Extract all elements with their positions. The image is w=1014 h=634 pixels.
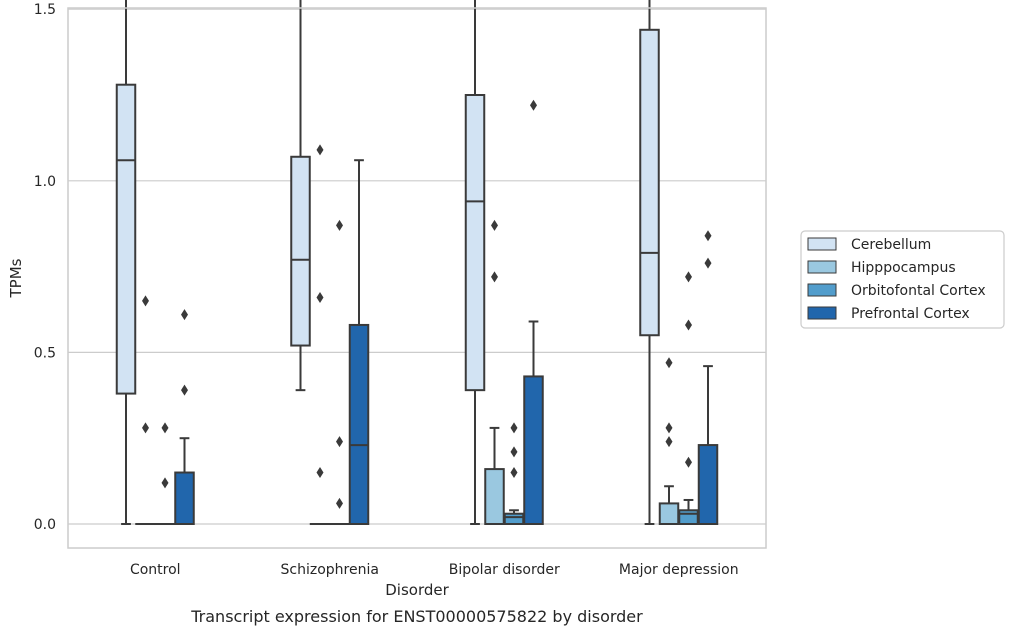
- box-hipppocampus: [309, 144, 331, 526]
- outlier-point: [491, 271, 498, 283]
- box-plots: [115, 0, 719, 526]
- box-iqr: [658, 502, 680, 525]
- outlier-point: [685, 319, 692, 331]
- outlier-point: [336, 219, 343, 231]
- outlier-point: [316, 467, 324, 479]
- plot-frame: [67, 7, 767, 549]
- box-iqr: [290, 155, 311, 347]
- box-prefrontal-cortex: [523, 99, 544, 526]
- box-iqr: [484, 468, 505, 526]
- outlier-point: [530, 99, 537, 111]
- outlier-point: [142, 422, 149, 434]
- box-cerebellum: [464, 0, 486, 525]
- legend-swatch: [807, 237, 837, 251]
- outlier-point: [665, 436, 673, 448]
- box-iqr: [503, 512, 525, 525]
- y-tick-label: 1.5: [34, 2, 56, 18]
- x-tick-label: Major depression: [619, 562, 739, 578]
- box-cerebellum: [290, 0, 311, 392]
- box-iqr: [523, 375, 544, 526]
- box-iqr: [115, 83, 137, 395]
- legend-label: Cerebellum: [851, 237, 931, 253]
- legend-label: Orbitofontal Cortex: [851, 283, 986, 299]
- outlier-point: [142, 295, 149, 307]
- box-iqr: [678, 509, 699, 526]
- x-tick-label: Control: [130, 562, 181, 578]
- legend-label: Hipppocampus: [851, 260, 956, 276]
- legend: Cerebellum Hipppocampus Orbitofontal Corte…: [800, 230, 1005, 329]
- box-iqr: [174, 471, 195, 525]
- x-tick-label: Bipolar disorder: [449, 562, 560, 578]
- box-cerebellum: [115, 0, 137, 525]
- outlier-point: [316, 144, 324, 156]
- box-orbitofontal-cortex: [678, 271, 699, 526]
- box-iqr: [348, 323, 370, 525]
- legend-label: Prefrontal Cortex: [851, 306, 970, 322]
- outlier-point: [685, 271, 692, 283]
- outlier-point: [161, 422, 169, 434]
- box-prefrontal-cortex: [174, 309, 195, 525]
- outlier-point: [665, 422, 673, 434]
- box-prefrontal-cortex: [348, 159, 370, 525]
- outlier-point: [704, 257, 712, 269]
- outlier-point: [181, 384, 188, 396]
- y-tick-label: 0.5: [34, 345, 56, 361]
- box-iqr: [464, 94, 486, 392]
- x-tick-labels: Control Schizophrenia Bipolar disorder Majo…: [130, 562, 739, 578]
- outlier-point: [336, 497, 343, 509]
- box-orbitofontal-cortex: [154, 422, 176, 526]
- outlier-point: [336, 436, 343, 448]
- box-hipppocampus: [135, 295, 156, 526]
- box-cerebellum: [639, 0, 660, 525]
- outlier-point: [685, 456, 692, 468]
- box-prefrontal-cortex: [697, 230, 719, 525]
- legend-swatch: [807, 283, 837, 297]
- box-hipppocampus: [484, 219, 505, 526]
- outlier-point: [510, 467, 518, 479]
- outlier-point: [181, 309, 188, 321]
- y-axis-title: TPMs: [7, 258, 25, 298]
- outlier-point: [510, 446, 518, 458]
- outlier-point: [704, 230, 712, 242]
- chart-caption: Transcript expression for ENST0000057582…: [190, 607, 643, 626]
- x-axis-title: Disorder: [385, 581, 449, 599]
- outlier-point: [510, 422, 518, 434]
- box-iqr: [639, 28, 660, 337]
- outlier-point: [316, 291, 324, 303]
- y-tick-label: 0.0: [34, 517, 56, 533]
- outlier-point: [665, 357, 673, 369]
- box-hipppocampus: [658, 357, 680, 525]
- box-iqr: [697, 444, 719, 525]
- outlier-point: [161, 477, 169, 489]
- legend-swatch: [807, 306, 837, 320]
- legend-frame: [800, 230, 1005, 329]
- outlier-point: [491, 219, 498, 231]
- y-tick-label: 1.0: [34, 174, 56, 190]
- y-tick-labels: 0.00.51.01.52.02.5: [34, 2, 56, 533]
- legend-swatch: [807, 260, 837, 274]
- x-tick-label: Schizophrenia: [281, 562, 379, 578]
